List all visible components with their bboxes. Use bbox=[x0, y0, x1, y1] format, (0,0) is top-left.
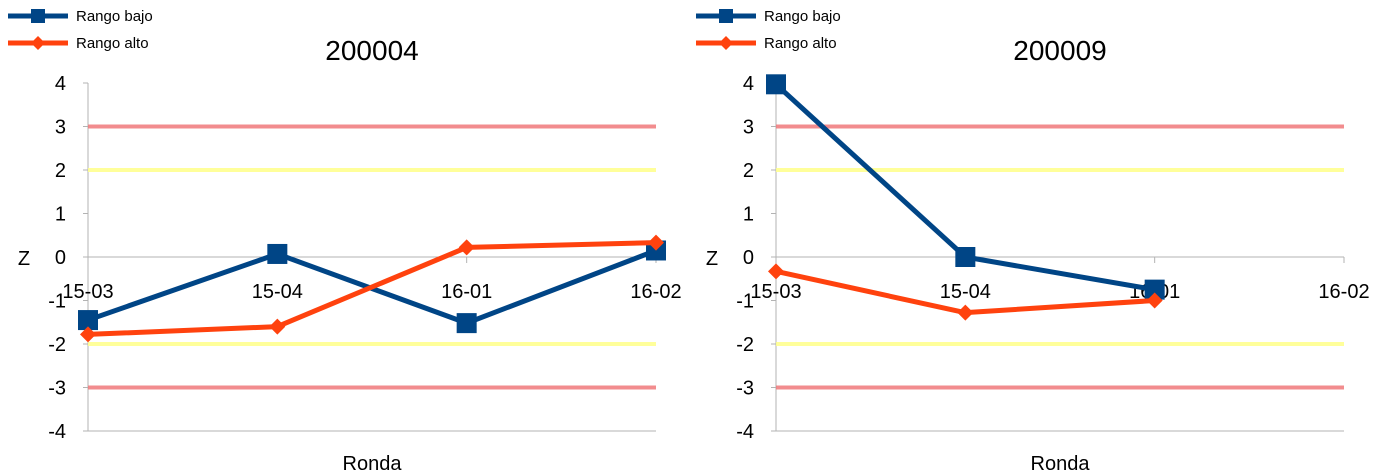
y-tick-label: -4 bbox=[48, 421, 66, 443]
y-tick-label: 4 bbox=[55, 73, 66, 95]
y-tick-label: -2 bbox=[48, 334, 66, 356]
data-point-diamond bbox=[80, 326, 96, 343]
y-tick-label: 0 bbox=[743, 247, 754, 269]
legend-label: Rango bajo bbox=[76, 8, 153, 25]
y-tick-label: -3 bbox=[736, 378, 754, 400]
x-tick-label: 15-03 bbox=[750, 281, 801, 303]
x-tick-label: 16-02 bbox=[630, 281, 681, 303]
chart-title: 200004 bbox=[325, 35, 418, 66]
y-tick-label: -2 bbox=[736, 334, 754, 356]
x-axis-label: Ronda bbox=[1031, 453, 1091, 475]
data-point-diamond bbox=[458, 239, 475, 256]
y-axis-label: Z bbox=[18, 248, 30, 270]
y-tick-label: -1 bbox=[736, 291, 754, 313]
data-point-square bbox=[766, 74, 786, 95]
y-tick-label: 2 bbox=[55, 160, 66, 182]
data-point-square bbox=[456, 313, 477, 334]
x-tick-label: 15-04 bbox=[940, 281, 991, 303]
legend-marker-diamond bbox=[31, 36, 45, 50]
y-tick-label: 4 bbox=[743, 73, 754, 95]
legend-label: Rango bajo bbox=[764, 8, 841, 25]
chart-title: 200009 bbox=[1013, 35, 1106, 66]
y-tick-label: 1 bbox=[55, 204, 66, 226]
data-point-diamond bbox=[1146, 292, 1163, 309]
y-tick-label: 2 bbox=[743, 160, 754, 182]
legend-label: Rango alto bbox=[76, 35, 149, 52]
legend-marker-square bbox=[719, 9, 733, 23]
legend-marker-square bbox=[31, 9, 45, 23]
y-tick-label: -4 bbox=[736, 421, 754, 443]
y-tick-label: 1 bbox=[743, 204, 754, 226]
series-line-rango-alto bbox=[87, 240, 657, 337]
chart-200009: -4-3-2-10123415-0315-0416-0116-02200009Z… bbox=[696, 8, 1370, 475]
y-tick-label: -1 bbox=[48, 291, 66, 313]
data-point-square bbox=[1144, 279, 1165, 300]
data-point-diamond bbox=[957, 304, 974, 321]
y-tick-label: 0 bbox=[55, 247, 66, 269]
x-tick-label: 15-03 bbox=[62, 281, 113, 303]
data-point-diamond bbox=[269, 318, 286, 335]
y-tick-label: 3 bbox=[55, 117, 66, 139]
data-point-diamond bbox=[648, 234, 664, 251]
legend-label: Rango alto bbox=[764, 35, 837, 52]
data-point-diamond bbox=[768, 263, 784, 280]
x-axis-label: Ronda bbox=[343, 453, 403, 475]
y-tick-label: 3 bbox=[743, 117, 754, 139]
x-tick-label: 16-01 bbox=[441, 281, 492, 303]
x-tick-label: 16-02 bbox=[1318, 281, 1369, 303]
y-axis-label: Z bbox=[706, 248, 718, 270]
y-tick-label: -3 bbox=[48, 378, 66, 400]
data-point-square bbox=[955, 247, 976, 267]
chart-200004: -4 -3 -2 -1 0 1 2 3 4 15-03 15-04 16-01 16-02 200004 Z… bbox=[8, 8, 682, 475]
x-tick-label: 15-04 bbox=[252, 281, 303, 303]
data-point-square bbox=[267, 243, 288, 264]
data-point-square bbox=[78, 310, 98, 331]
legend-marker-diamond bbox=[719, 36, 733, 50]
